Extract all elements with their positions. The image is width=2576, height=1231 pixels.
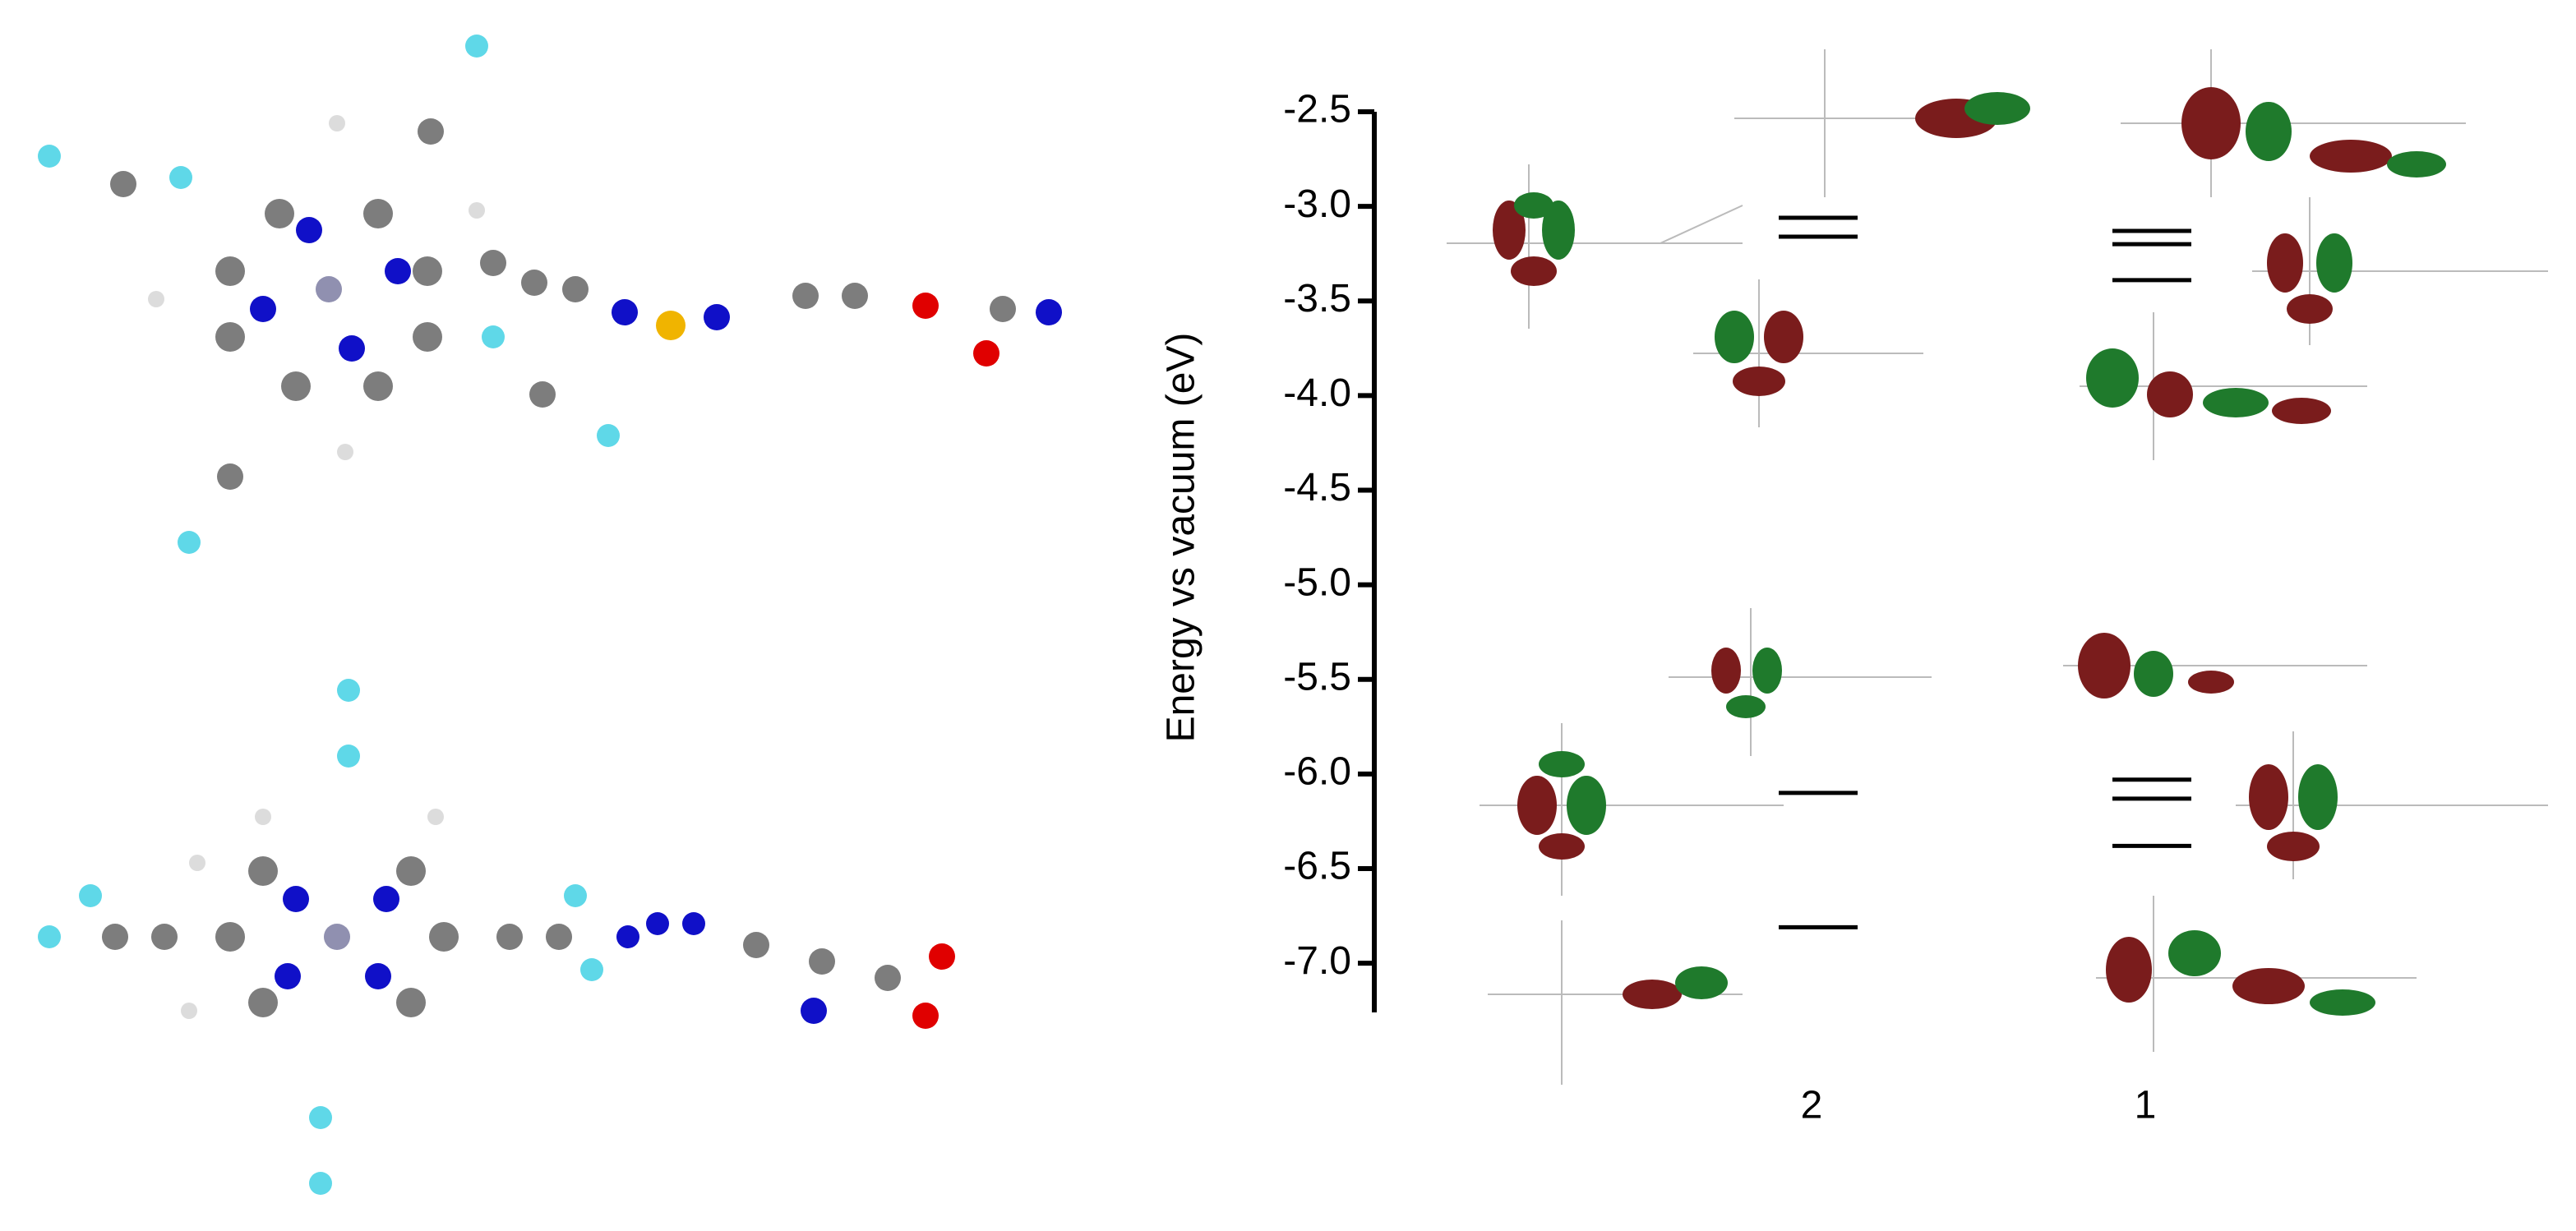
category-label: 1 [2135, 1084, 2157, 1127]
y-tick-label: -6.0 [1283, 750, 1351, 794]
y-tick-label: -5.5 [1283, 655, 1351, 698]
y-tick-label: -4.0 [1283, 371, 1351, 415]
plot: -2.5 -3.0 -3.5 -4.0 -4.5 -5.0 -5.5 -6.0 -6.5 -7.0… [1283, 88, 2191, 1127]
category-label: 2 [1801, 1084, 1823, 1127]
orbital-images [1447, 49, 2548, 1085]
y-tick-label: -4.5 [1283, 466, 1351, 509]
y-axis-label: Energy vs vacuum (eV) [1160, 333, 1203, 743]
y-tick-label: -2.5 [1283, 88, 1351, 131]
molecule-top [38, 35, 1062, 554]
y-tick-label: -3.0 [1283, 182, 1351, 226]
molecule-bottom [38, 679, 955, 1195]
y-tick-label: -5.0 [1283, 560, 1351, 604]
y-tick-label: -7.0 [1283, 939, 1351, 983]
y-tick-label: -6.5 [1283, 845, 1351, 888]
y-tick-label: -3.5 [1283, 277, 1351, 320]
